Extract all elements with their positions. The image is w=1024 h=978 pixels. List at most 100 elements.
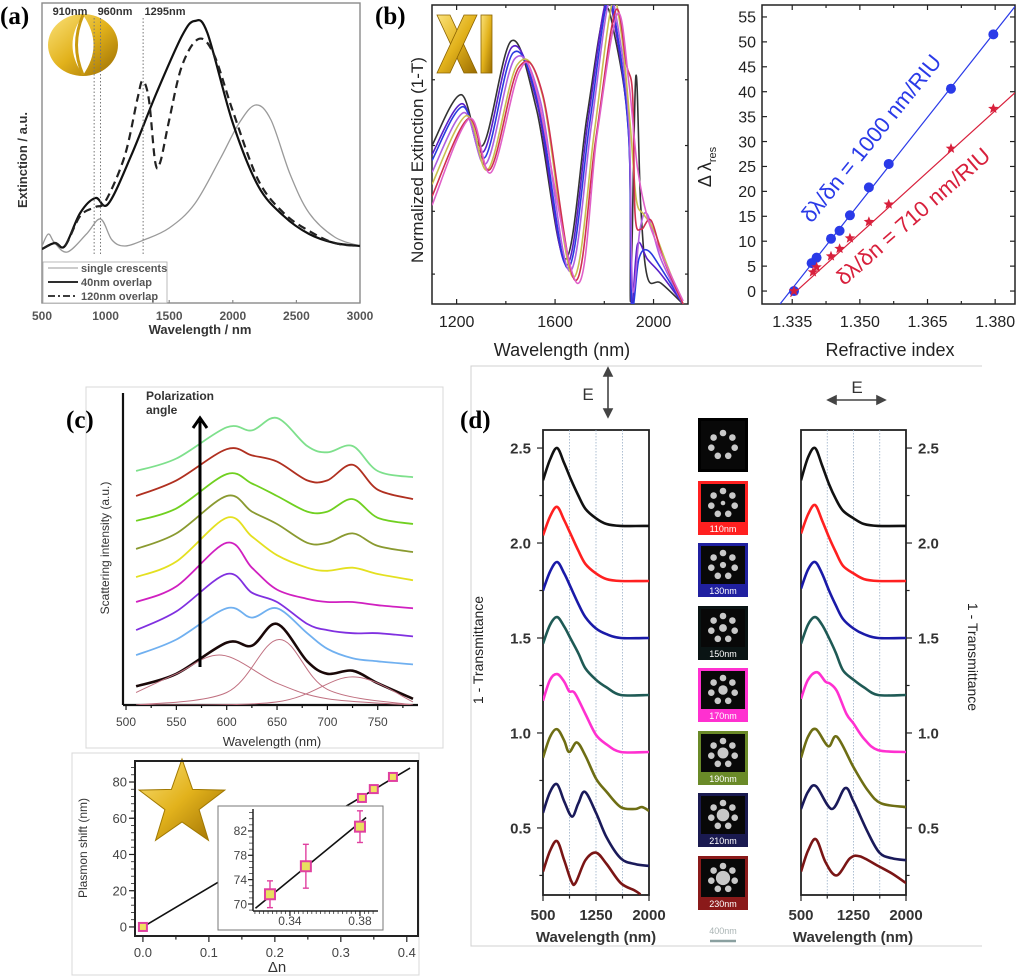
sem-image-label: 210nm bbox=[709, 836, 737, 846]
sem-image: 230nm bbox=[698, 856, 748, 910]
sem-image-label: 170nm bbox=[709, 711, 737, 721]
data-point-circle bbox=[844, 210, 855, 221]
nanodisk bbox=[710, 492, 717, 499]
data-point-square bbox=[263, 888, 276, 901]
y-tick-label: 30 bbox=[738, 134, 756, 151]
fit-line bbox=[790, 92, 1015, 297]
nanodisk bbox=[724, 510, 732, 518]
spectrum-line bbox=[432, 7, 684, 304]
data-point-star bbox=[811, 261, 822, 272]
gold-xi-structure-icon bbox=[436, 14, 493, 74]
series-line bbox=[42, 37, 360, 250]
nanodisk bbox=[719, 429, 727, 437]
nanodisk bbox=[724, 635, 732, 643]
c-inset-xlabel: Δn bbox=[268, 959, 286, 976]
data-point-star bbox=[863, 216, 875, 227]
x-tick-label: 700 bbox=[317, 715, 337, 729]
data-point-star bbox=[834, 243, 845, 254]
nanodisk bbox=[719, 487, 727, 495]
legend: single crescents 40nm overlap 120nm overla… bbox=[42, 261, 168, 304]
spectrum-line bbox=[135, 494, 414, 553]
center-nanodisk bbox=[715, 870, 731, 886]
data-point-square bbox=[368, 784, 379, 795]
y-tick-label: 0.5 bbox=[918, 820, 939, 837]
sem-image: 130nm bbox=[698, 543, 748, 597]
x-tick-label: 0.1 bbox=[200, 945, 218, 960]
y-tick-label: 70 bbox=[234, 897, 248, 911]
x-tick-label: 1.350 bbox=[840, 314, 880, 331]
chart-c-inset: 0.34 0.38 70 74 78 82 bbox=[234, 809, 378, 928]
y-tick-label: 20 bbox=[738, 184, 756, 201]
nanodisk bbox=[708, 752, 715, 759]
x-tick-label: 500 bbox=[788, 907, 813, 924]
panel-label-c: (c) bbox=[66, 407, 94, 434]
y-tick-label: 20 bbox=[113, 883, 127, 898]
panel-label-b: (b) bbox=[375, 3, 406, 30]
nanodisk bbox=[714, 760, 722, 768]
nanodisk bbox=[719, 612, 727, 620]
plot-frame bbox=[41, 2, 361, 304]
x-tick-label: 650 bbox=[267, 715, 287, 729]
chart-c-scattering: 500 550 600 650 700 750 bbox=[116, 393, 418, 729]
y-tick-label: 50 bbox=[738, 35, 756, 52]
x-tick-label: 2500 bbox=[283, 309, 310, 323]
data-point-square bbox=[353, 820, 366, 833]
x-tick-label: 550 bbox=[166, 715, 186, 729]
y-tick-label: 15 bbox=[738, 209, 756, 226]
nanodisk bbox=[710, 742, 717, 749]
data-point-star bbox=[945, 143, 957, 153]
chart-d-horizontal-polarization: 500 1250 2000 0.5 1.0 1.5 2.0 2.5 bbox=[788, 429, 939, 924]
spectrum-line bbox=[135, 622, 414, 700]
chart-d-vertical-polarization: 500 1250 2000 0.5 1.0 1.5 2.0 2.5 bbox=[510, 429, 666, 924]
d-left-ylabel: 1 - Transmittance bbox=[470, 596, 486, 704]
sem-image bbox=[698, 418, 748, 472]
center-nanodisk bbox=[717, 747, 729, 759]
x-tick-label: 2000 bbox=[632, 907, 665, 924]
c-ylabel: Scattering intensity (a.u.) bbox=[98, 482, 112, 615]
nanodisk bbox=[731, 502, 738, 509]
nanodisk bbox=[708, 444, 715, 451]
nanodisk bbox=[710, 804, 717, 811]
center-nanodisk bbox=[719, 624, 727, 632]
transmittance-line bbox=[801, 503, 906, 583]
center-nanodisk bbox=[719, 561, 727, 569]
series-layer bbox=[543, 446, 649, 895]
data-point-square bbox=[299, 860, 312, 873]
sem-image-label: 230nm bbox=[709, 899, 737, 909]
nanodisk bbox=[724, 885, 732, 893]
reference-line-label: 1295nm bbox=[145, 6, 186, 18]
data-point-star bbox=[883, 198, 894, 209]
nanodisk bbox=[729, 492, 736, 499]
chart-a-extinction: 500 1000 1500 2000 2500 3000 910nm 960nm 1295nm s… bbox=[32, 2, 374, 323]
nanodisk bbox=[724, 572, 732, 580]
series-layer bbox=[42, 19, 360, 253]
b-spectra-ylabel: Normalized Extinction (1-T) bbox=[408, 57, 427, 263]
spectrum-line bbox=[432, 12, 684, 302]
nanodisk bbox=[708, 502, 715, 509]
x-tick-label: 1.335 bbox=[772, 314, 812, 331]
nanodisk bbox=[714, 452, 722, 460]
transmittance-line bbox=[543, 672, 649, 754]
data-point-star bbox=[825, 250, 837, 261]
y-tick-label: 0 bbox=[747, 284, 756, 301]
series-layer bbox=[801, 446, 906, 885]
b-spectra-xlabel: Wavelength (nm) bbox=[494, 340, 630, 360]
spectrum-line bbox=[135, 416, 414, 479]
x-tick-label: 1.365 bbox=[907, 314, 947, 331]
x-tick-label: 1250 bbox=[579, 907, 612, 924]
transmittance-line bbox=[801, 784, 906, 862]
a-ylabel: Extinction / a.u. bbox=[15, 112, 30, 208]
y-tick-label: 74 bbox=[234, 873, 248, 887]
reference-line-label: 960nm bbox=[98, 6, 133, 18]
sem-image-column: 110nm 130nm 150nm 170nm 190nm 210nm 230nm 400nm bbox=[698, 418, 748, 943]
transmittance-line bbox=[543, 615, 649, 697]
data-point-circle bbox=[988, 29, 999, 40]
y-tick-label: 2.0 bbox=[510, 535, 531, 552]
chart-b-spectra: 1200 1600 2000 bbox=[431, 4, 689, 331]
nanodisk bbox=[729, 617, 736, 624]
y-tick-label: 60 bbox=[113, 811, 127, 826]
center-nanodisk bbox=[720, 500, 726, 506]
e-field-label-horizontal: E bbox=[851, 378, 862, 397]
transmittance-line bbox=[801, 670, 906, 754]
